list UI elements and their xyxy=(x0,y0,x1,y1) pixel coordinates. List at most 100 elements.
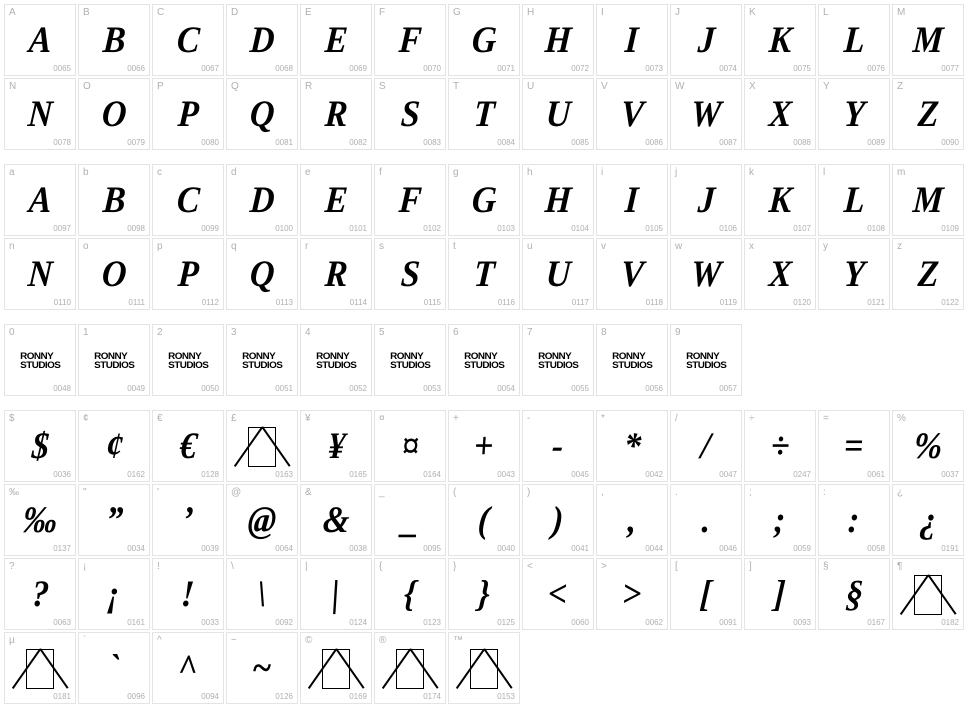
glyph-cell[interactable]: RR0082 xyxy=(300,78,372,150)
glyph-cell[interactable]: $$0036 xyxy=(4,410,76,482)
glyph-cell[interactable]: YY0089 xyxy=(818,78,890,150)
glyph-cell[interactable]: \\0092 xyxy=(226,558,298,630)
glyph-cell[interactable]: oO0111 xyxy=(78,238,150,310)
glyph-cell[interactable]: nN0110 xyxy=(4,238,76,310)
glyph-cell[interactable]: 5RONNYSTUDIOS0053 xyxy=(374,324,446,396)
glyph-cell[interactable]: kK0107 xyxy=(744,164,816,236)
glyph-cell[interactable]: ¤¤0164 xyxy=(374,410,446,482)
glyph-cell[interactable]: wW0119 xyxy=(670,238,742,310)
glyph-cell[interactable]: hH0104 xyxy=(522,164,594,236)
glyph-cell[interactable]: fF0102 xyxy=(374,164,446,236)
glyph-cell[interactable]: JJ0074 xyxy=(670,4,742,76)
glyph-cell[interactable]: UU0085 xyxy=(522,78,594,150)
glyph-cell[interactable]: OO0079 xyxy=(78,78,150,150)
glyph-cell[interactable]: £0163 xyxy=(226,410,298,482)
glyph-cell[interactable]: //0047 xyxy=(670,410,742,482)
glyph-cell[interactable]: NN0078 xyxy=(4,78,76,150)
glyph-cell[interactable]: tT0116 xyxy=(448,238,520,310)
glyph-cell[interactable]: gG0103 xyxy=(448,164,520,236)
glyph-cell[interactable]: ÷÷0247 xyxy=(744,410,816,482)
glyph-cell[interactable]: ™0153 xyxy=(448,632,520,704)
glyph-cell[interactable]: EE0069 xyxy=(300,4,372,76)
glyph-cell[interactable]: bB0098 xyxy=(78,164,150,236)
glyph-cell[interactable]: aA0097 xyxy=(4,164,76,236)
glyph-cell[interactable]: II0073 xyxy=(596,4,668,76)
glyph-cell[interactable]: {{0123 xyxy=(374,558,446,630)
glyph-cell[interactable]: @@0064 xyxy=(226,484,298,556)
glyph-cell[interactable]: FF0070 xyxy=(374,4,446,76)
glyph-cell[interactable]: yY0121 xyxy=(818,238,890,310)
glyph-cell[interactable]: ((0040 xyxy=(448,484,520,556)
glyph-cell[interactable]: ..0046 xyxy=(670,484,742,556)
glyph-cell[interactable]: ©0169 xyxy=(300,632,372,704)
glyph-cell[interactable]: uU0117 xyxy=(522,238,594,310)
glyph-cell[interactable]: 9RONNYSTUDIOS0057 xyxy=(670,324,742,396)
glyph-cell[interactable]: "”0034 xyxy=(78,484,150,556)
glyph-cell[interactable]: ++0043 xyxy=(448,410,520,482)
glyph-cell[interactable]: §§0167 xyxy=(818,558,890,630)
glyph-cell[interactable]: 1RONNYSTUDIOS0049 xyxy=(78,324,150,396)
glyph-cell[interactable]: eE0101 xyxy=(300,164,372,236)
glyph-cell[interactable]: 6RONNYSTUDIOS0054 xyxy=(448,324,520,396)
glyph-cell[interactable]: ``0096 xyxy=(78,632,150,704)
glyph-cell[interactable]: ??0063 xyxy=(4,558,76,630)
glyph-cell[interactable]: <<0060 xyxy=(522,558,594,630)
glyph-cell[interactable]: ==0061 xyxy=(818,410,890,482)
glyph-cell[interactable]: &&0038 xyxy=(300,484,372,556)
glyph-cell[interactable]: ^^0094 xyxy=(152,632,224,704)
glyph-cell[interactable]: --0045 xyxy=(522,410,594,482)
glyph-cell[interactable]: ZZ0090 xyxy=(892,78,964,150)
glyph-cell[interactable]: PP0080 xyxy=(152,78,224,150)
glyph-cell[interactable]: >>0062 xyxy=(596,558,668,630)
glyph-cell[interactable]: VV0086 xyxy=(596,78,668,150)
glyph-cell[interactable]: 8RONNYSTUDIOS0056 xyxy=(596,324,668,396)
glyph-cell[interactable]: €€0128 xyxy=(152,410,224,482)
glyph-cell[interactable]: 7RONNYSTUDIOS0055 xyxy=(522,324,594,396)
glyph-cell[interactable]: ¡¡0161 xyxy=(78,558,150,630)
glyph-cell[interactable]: ]]0093 xyxy=(744,558,816,630)
glyph-cell[interactable]: TT0084 xyxy=(448,78,520,150)
glyph-cell[interactable]: XX0088 xyxy=(744,78,816,150)
glyph-cell[interactable]: sS0115 xyxy=(374,238,446,310)
glyph-cell[interactable]: qQ0113 xyxy=(226,238,298,310)
glyph-cell[interactable]: ‰‰0137 xyxy=(4,484,76,556)
glyph-cell[interactable]: KK0075 xyxy=(744,4,816,76)
glyph-cell[interactable]: ::0058 xyxy=(818,484,890,556)
glyph-cell[interactable]: rR0114 xyxy=(300,238,372,310)
glyph-cell[interactable]: '’0039 xyxy=(152,484,224,556)
glyph-cell[interactable]: }}0125 xyxy=(448,558,520,630)
glyph-cell[interactable]: %%0037 xyxy=(892,410,964,482)
glyph-cell[interactable]: iI0105 xyxy=(596,164,668,236)
glyph-cell[interactable]: ;;0059 xyxy=(744,484,816,556)
glyph-cell[interactable]: CC0067 xyxy=(152,4,224,76)
glyph-cell[interactable]: ¶0182 xyxy=(892,558,964,630)
glyph-cell[interactable]: pP0112 xyxy=(152,238,224,310)
glyph-cell[interactable]: WW0087 xyxy=(670,78,742,150)
glyph-cell[interactable]: ))0041 xyxy=(522,484,594,556)
glyph-cell[interactable]: **0042 xyxy=(596,410,668,482)
glyph-cell[interactable]: ®0174 xyxy=(374,632,446,704)
glyph-cell[interactable]: [[0091 xyxy=(670,558,742,630)
glyph-cell[interactable]: cC0099 xyxy=(152,164,224,236)
glyph-cell[interactable]: 0RONNYSTUDIOS0048 xyxy=(4,324,76,396)
glyph-cell[interactable]: SS0083 xyxy=(374,78,446,150)
glyph-cell[interactable]: 3RONNYSTUDIOS0051 xyxy=(226,324,298,396)
glyph-cell[interactable]: lL0108 xyxy=(818,164,890,236)
glyph-cell[interactable]: ¥¥0165 xyxy=(300,410,372,482)
glyph-cell[interactable]: dD0100 xyxy=(226,164,298,236)
glyph-cell[interactable]: ¿¿0191 xyxy=(892,484,964,556)
glyph-cell[interactable]: zZ0122 xyxy=(892,238,964,310)
glyph-cell[interactable]: 4RONNYSTUDIOS0052 xyxy=(300,324,372,396)
glyph-cell[interactable]: ¢¢0162 xyxy=(78,410,150,482)
glyph-cell[interactable]: ~~0126 xyxy=(226,632,298,704)
glyph-cell[interactable]: mM0109 xyxy=(892,164,964,236)
glyph-cell[interactable]: BB0066 xyxy=(78,4,150,76)
glyph-cell[interactable]: MM0077 xyxy=(892,4,964,76)
glyph-cell[interactable]: jJ0106 xyxy=(670,164,742,236)
glyph-cell[interactable]: µ0181 xyxy=(4,632,76,704)
glyph-cell[interactable]: HH0072 xyxy=(522,4,594,76)
glyph-cell[interactable]: ||0124 xyxy=(300,558,372,630)
glyph-cell[interactable]: DD0068 xyxy=(226,4,298,76)
glyph-cell[interactable]: __0095 xyxy=(374,484,446,556)
glyph-cell[interactable]: 2RONNYSTUDIOS0050 xyxy=(152,324,224,396)
